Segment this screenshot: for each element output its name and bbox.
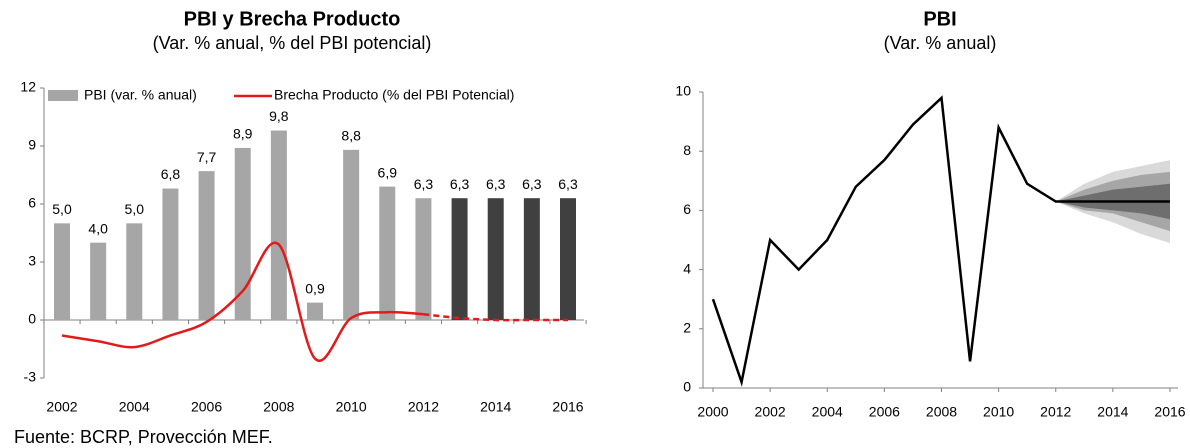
y-tick-label: 6 [28,195,36,211]
y-tick-label: 12 [20,79,36,95]
bar-value-label: 6,8 [161,166,181,182]
bar [523,198,540,320]
x-tick-label: 2010 [983,404,1014,420]
y-tick-label: 3 [28,253,36,269]
line-series [423,312,568,322]
bar-value-label: 8,8 [341,128,361,144]
bar [270,130,287,320]
x-tick-label: 2016 [552,399,583,415]
bar [162,188,179,320]
bar [234,147,251,320]
bar [487,198,504,320]
y-tick-label: 2 [683,320,691,336]
y-tick-label: 0 [28,311,36,327]
x-tick-label: 2006 [869,404,900,420]
x-tick-label: 2004 [119,399,150,415]
bar [415,198,432,320]
y-tick-label: 4 [683,260,691,276]
line-series [61,241,424,363]
bar [451,198,468,320]
x-tick-label: 2012 [408,399,439,415]
bar [54,223,70,320]
bar-value-label: 6,3 [414,176,434,192]
x-tick-label: 2006 [191,399,222,415]
x-tick-label: 2002 [755,404,786,420]
x-tick-label: 2010 [336,399,367,415]
x-tick-label: 2016 [1154,404,1185,420]
y-tick-label: 9 [28,137,36,153]
x-tick-label: 2004 [812,404,843,420]
bar-value-label: 5,0 [52,201,72,217]
x-tick-label: 2014 [480,399,511,415]
y-tick-label: 0 [683,379,691,395]
bar-value-label: 6,9 [378,164,398,180]
chart-title: PBI [923,8,956,30]
x-tick-label: 2000 [697,404,728,420]
x-tick-label: 2008 [926,404,957,420]
bar-value-label: 0,9 [305,280,325,296]
bar [198,171,215,320]
legend-swatch [48,90,78,101]
y-tick-label: 6 [683,201,691,217]
bar [307,302,323,320]
bar-value-label: 5,0 [125,201,145,217]
y-tick-label: 8 [683,142,691,158]
bar [90,242,107,320]
bar [379,186,396,320]
x-tick-label: 2002 [46,399,77,415]
chart-subtitle: (Var. % anual) [884,33,997,53]
y-tick-label: 10 [675,83,691,99]
chart-subtitle: (Var. % anual, % del PBI potencial) [153,33,432,53]
bar-value-label: 9,8 [269,108,289,124]
bar [126,223,143,320]
legend-label: PBI (var. % anual) [84,87,197,103]
line-series [711,95,1170,387]
x-tick-label: 2012 [1040,404,1071,420]
bar-value-label: 6,3 [486,176,506,192]
bar-value-label: 4,0 [88,220,108,236]
chart-title: PBI y Brecha Producto [184,8,401,30]
bar-value-label: 8,9 [233,126,253,142]
legend-label: Brecha Producto (% del PBI Potencial) [274,87,514,103]
bar-value-label: 6,3 [522,176,542,192]
bar-value-label: 6,3 [450,176,470,192]
y-tick-label: -3 [24,369,37,385]
x-tick-label: 2008 [263,399,294,415]
bar [560,198,576,320]
footer-source: Fuente: BCRP, Provección MEF. [14,427,273,447]
x-tick-label: 2014 [1097,404,1128,420]
bar-value-label: 7,7 [197,149,217,165]
bar [343,149,360,320]
bar-value-label: 6,3 [558,176,578,192]
